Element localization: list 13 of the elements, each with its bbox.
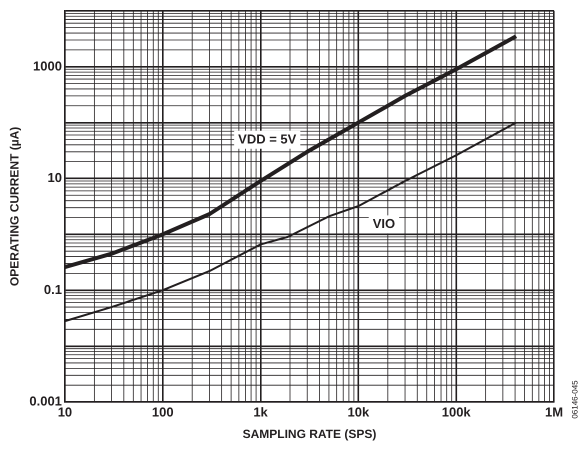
y-axis-title: OPERATING CURRENT (µA)	[8, 126, 22, 286]
text: 06146-045	[570, 379, 580, 421]
x-tick-label: 100k	[442, 404, 472, 420]
y-tick-label: 1000	[33, 58, 62, 74]
y-tick-label: 0.1	[44, 282, 62, 297]
series-label: VDD = 5V	[238, 131, 297, 146]
x-tick-label: 1M	[544, 404, 564, 420]
x-tick-label: 100	[152, 404, 174, 420]
x-tick-label: 10k	[348, 404, 370, 420]
series-label: VIO	[372, 216, 396, 231]
x-axis-title: SAMPLING RATE (SPS)	[242, 427, 376, 442]
x-tick-label: 1k	[253, 404, 269, 420]
y-tick-label: 10	[47, 170, 62, 186]
